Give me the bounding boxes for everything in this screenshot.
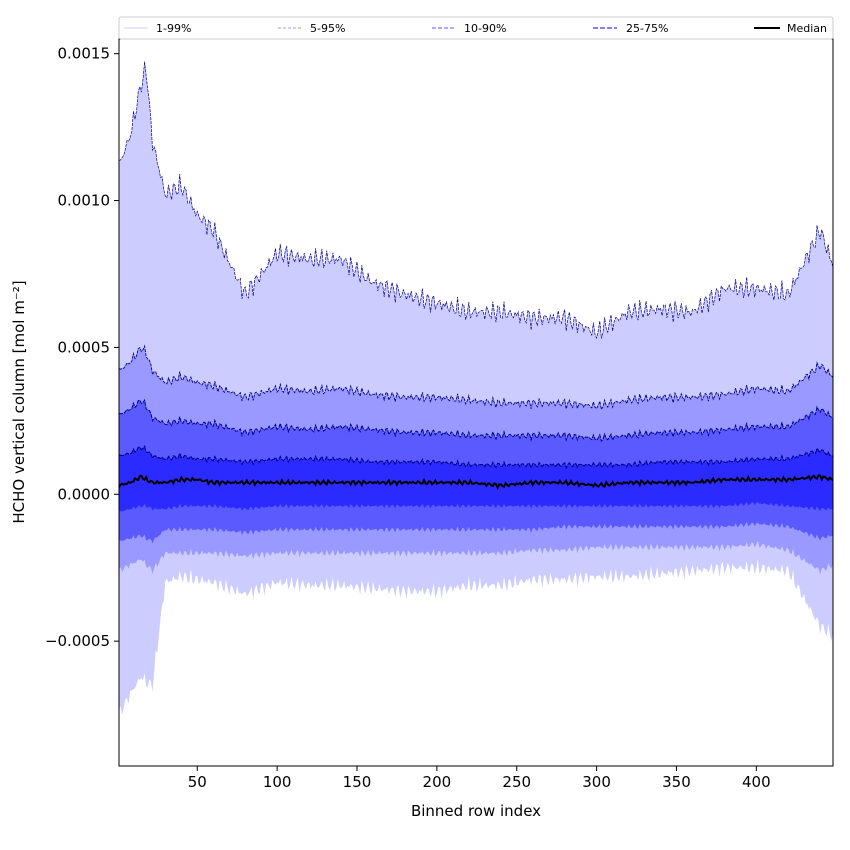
- legend-label-10-90: 10-90%: [464, 22, 506, 35]
- y-axis: −0.0005 0.0000 0.0005 0.0010 0.0015: [45, 45, 119, 650]
- x-tick-label: 250: [502, 773, 531, 791]
- line-p99: [118, 61, 834, 340]
- legend-label-median: Median: [787, 22, 827, 35]
- y-tick-label: 0.0010: [58, 192, 111, 210]
- x-axis: 50 100 150 200 250 300 350 400: [188, 766, 771, 791]
- x-axis-label: Binned row index: [411, 802, 541, 820]
- line-p95: [118, 344, 834, 411]
- y-axis-label: HCHO vertical column [mol m⁻²]: [10, 280, 28, 523]
- x-tick-label: 200: [423, 773, 452, 791]
- x-tick-label: 50: [188, 773, 207, 791]
- legend-label-1-99: 1-99%: [156, 22, 191, 35]
- line-p90: [118, 398, 834, 443]
- x-tick-label: 100: [263, 773, 292, 791]
- y-tick-label: 0.0005: [58, 338, 111, 356]
- line-median: [118, 474, 834, 491]
- x-tick-label: 400: [742, 773, 771, 791]
- y-tick-label: −0.0005: [45, 632, 110, 650]
- y-tick-label: 0.0015: [58, 45, 111, 63]
- x-tick-label: 150: [343, 773, 372, 791]
- legend: 1-99% 5-95% 10-90% 25-75% Median: [118, 16, 834, 40]
- y-tick-label: 0.0000: [58, 485, 111, 503]
- percentile-bands: [119, 61, 833, 716]
- line-p75: [118, 445, 834, 470]
- band-25-75: [119, 446, 833, 512]
- legend-box: [118, 16, 834, 40]
- band-1-99: [119, 61, 833, 716]
- percentile-lines: [118, 61, 834, 491]
- legend-label-25-75: 25-75%: [626, 22, 668, 35]
- x-tick-label: 350: [662, 773, 691, 791]
- x-tick-label: 300: [582, 773, 611, 791]
- legend-label-5-95: 5-95%: [310, 22, 345, 35]
